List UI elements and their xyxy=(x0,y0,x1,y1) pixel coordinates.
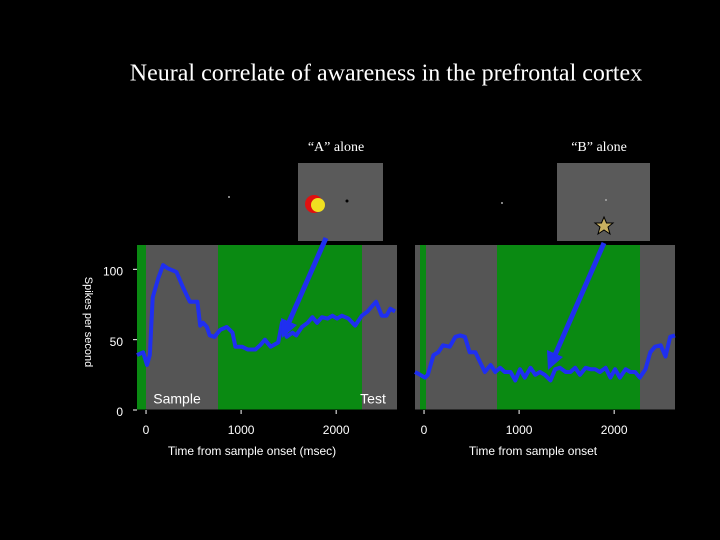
y-axis-label: Spikes per second xyxy=(82,277,94,368)
y-tick-label: 100 xyxy=(103,264,123,278)
x-tick-label: 1000 xyxy=(228,423,255,437)
panel-title: “A” alone xyxy=(308,140,364,155)
epochs xyxy=(137,245,675,410)
annotation: Test xyxy=(360,391,386,407)
stimulus-b xyxy=(501,163,650,241)
arrows xyxy=(281,236,607,370)
slide-title: Neural correlate of awareness in the pre… xyxy=(130,61,642,87)
x-tick-label: 0 xyxy=(143,423,150,437)
x-tick-label: 2000 xyxy=(323,423,350,437)
x-axis-label: Time from sample onset (msec) xyxy=(168,444,336,458)
y-tick-label: 0 xyxy=(116,405,123,419)
annotation: Sample xyxy=(153,391,201,407)
y-tick-label: 50 xyxy=(110,335,124,349)
panel-title: “B” alone xyxy=(571,140,627,155)
stimulus-a xyxy=(228,163,383,241)
x-axis-label: Time from sample onset xyxy=(469,444,598,458)
x-tick-label: 1000 xyxy=(506,423,533,437)
data-line xyxy=(414,333,676,383)
x-tick-label: 0 xyxy=(421,423,428,437)
data-line xyxy=(136,263,397,367)
x-tick-label: 2000 xyxy=(601,423,628,437)
